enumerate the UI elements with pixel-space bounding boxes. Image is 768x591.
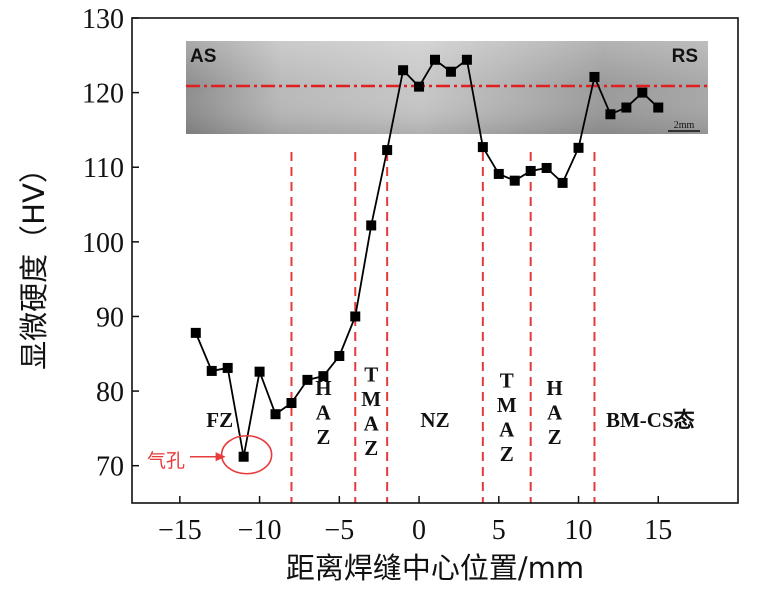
pore-arrow-head xyxy=(215,452,226,462)
region-label-letter: T xyxy=(364,362,378,386)
micrograph-right-label: RS xyxy=(672,46,698,67)
data-point xyxy=(557,177,568,188)
region-label: NZ xyxy=(420,408,449,432)
region-label-letter: Z xyxy=(316,425,330,449)
pore-label: 气孔 xyxy=(147,450,185,472)
data-point xyxy=(398,65,409,76)
data-point xyxy=(366,220,377,231)
region-label-letter: A xyxy=(499,417,515,441)
y-tick-label: 90 xyxy=(96,302,124,333)
data-point xyxy=(238,451,249,462)
data-point xyxy=(589,71,600,82)
region-label-letter: Z xyxy=(548,425,562,449)
data-point xyxy=(334,351,345,362)
data-point xyxy=(254,366,265,377)
axis-ticks: −15 −10 −5 0 5 10 15 70 80 90 100 110 120 130 xyxy=(82,4,672,546)
zone-boundaries xyxy=(290,152,596,503)
data-point xyxy=(621,102,632,113)
data-point xyxy=(605,109,616,120)
data-point xyxy=(206,365,217,376)
region-label: BM-CS态 xyxy=(606,408,695,432)
data-point xyxy=(350,311,361,322)
data-point xyxy=(541,162,552,173)
region-label-letter: H xyxy=(315,376,331,400)
series-line xyxy=(194,58,659,457)
region-label-letter: A xyxy=(364,411,380,435)
y-tick-label: 130 xyxy=(82,4,124,35)
region-label-letter: A xyxy=(547,400,563,424)
data-point xyxy=(382,145,393,156)
region-label-letter: A xyxy=(316,400,332,424)
y-tick-label: 80 xyxy=(96,377,124,408)
data-point xyxy=(509,175,520,186)
data-point xyxy=(477,142,488,153)
data-point xyxy=(637,87,648,98)
data-point xyxy=(430,54,440,65)
pore-annotation: 气孔 xyxy=(147,434,273,475)
data-point xyxy=(302,374,313,385)
y-tick-label: 100 xyxy=(82,228,124,259)
x-tick-label: −15 xyxy=(158,515,202,546)
data-point xyxy=(653,102,664,113)
data-point xyxy=(493,168,504,179)
micrograph-inset: AS RS 2mm xyxy=(186,41,708,134)
data-point xyxy=(270,409,281,420)
region-label-letter: M xyxy=(361,387,381,411)
x-tick-label: 0 xyxy=(412,515,426,546)
region-label-letter: M xyxy=(497,393,517,417)
pore-circle xyxy=(220,434,273,475)
region-label-letter: Z xyxy=(364,436,378,460)
data-point xyxy=(190,327,201,338)
x-axis-title: 距离焊缝中心位置/mm xyxy=(286,551,584,585)
x-tick-label: −10 xyxy=(238,515,282,546)
scale-bar-label: 2mm xyxy=(674,120,695,131)
data-point xyxy=(573,142,584,153)
data-point xyxy=(286,398,297,409)
micrograph-shading xyxy=(186,41,708,134)
region-label: FZ xyxy=(206,408,233,432)
y-tick-label: 110 xyxy=(83,153,124,184)
data-point xyxy=(318,371,329,382)
y-tick-label: 70 xyxy=(96,452,124,483)
x-tick-label: −5 xyxy=(324,515,354,546)
data-point xyxy=(525,165,536,176)
x-tick-label: 10 xyxy=(565,515,593,546)
micrograph-left-label: AS xyxy=(190,46,216,67)
plot-frame xyxy=(131,17,739,504)
region-label-letter: T xyxy=(500,368,514,392)
x-tick-label: 5 xyxy=(492,515,506,546)
region-label-letter: Z xyxy=(500,442,514,466)
data-point xyxy=(222,362,233,373)
hardness-series xyxy=(190,54,664,462)
data-point xyxy=(461,54,472,65)
y-axis-title: 显微硬度（HV） xyxy=(17,154,51,370)
data-point xyxy=(445,66,456,77)
y-tick-label: 120 xyxy=(82,79,124,110)
x-tick-label: 15 xyxy=(644,515,672,546)
region-label-letter: H xyxy=(546,376,562,400)
data-point xyxy=(414,81,425,92)
